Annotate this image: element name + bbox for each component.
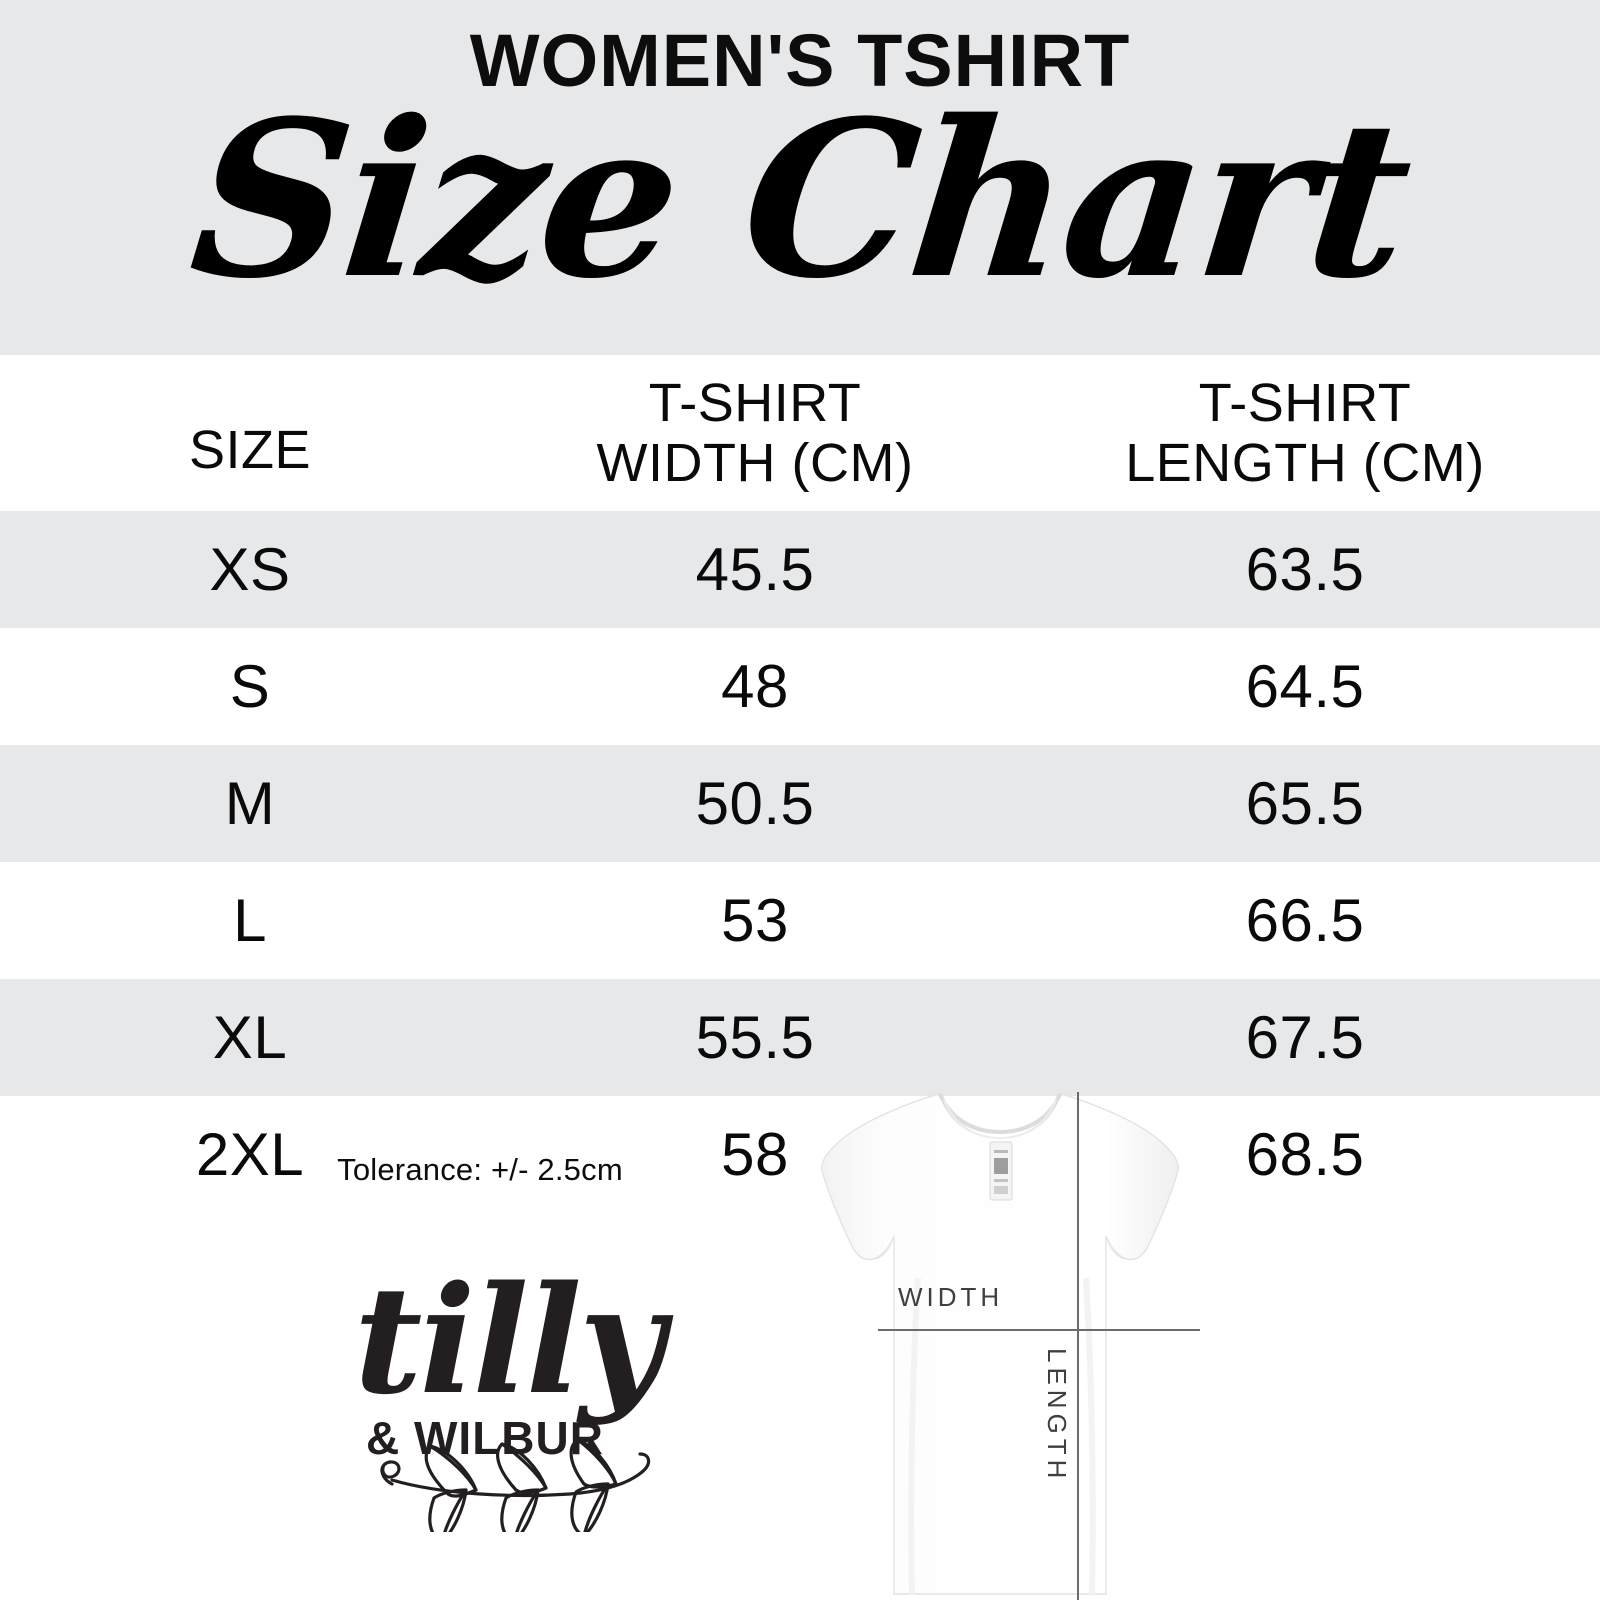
column-header-width-line2: WIDTH (CM): [596, 433, 914, 493]
cell-length: 66.5: [1245, 887, 1365, 954]
table-row: XS 45.5 63.5: [0, 511, 1600, 628]
tshirt-body-shape: [821, 1093, 1179, 1595]
leaf-branch-icon: [380, 1438, 651, 1532]
column-header-size-label: SIZE: [188, 419, 312, 480]
column-header-length-line1: T-SHIRT: [1198, 372, 1412, 433]
table-header-row: SIZE T-SHIRT WIDTH (CM) T-SHIRT LENGTH (…: [0, 355, 1600, 511]
table-row: L 53 66.5: [0, 862, 1600, 979]
cell-size: XS: [209, 536, 291, 603]
logo-script-text: tilly: [354, 1253, 677, 1427]
table-row: XL 55.5 67.5: [0, 979, 1600, 1096]
cell-width: 55.5: [695, 1004, 815, 1071]
cell-length: 67.5: [1245, 1004, 1365, 1071]
title-band: WOMEN'S TSHIRT Size Chart: [0, 0, 1600, 355]
column-header-width: T-SHIRT WIDTH (CM): [500, 373, 1010, 494]
cell-length: 68.5: [1245, 1121, 1365, 1188]
svg-text:tilly: tilly: [354, 1253, 674, 1427]
tshirt-width-label: WIDTH: [898, 1282, 1004, 1312]
brand-logo: tilly & WILBUR: [330, 1232, 690, 1532]
tolerance-note: Tolerance: +/- 2.5cm: [337, 1152, 623, 1187]
column-header-size: SIZE: [0, 386, 500, 480]
cell-width: 45.5: [695, 536, 815, 603]
size-table: SIZE T-SHIRT WIDTH (CM) T-SHIRT LENGTH (…: [0, 355, 1600, 1213]
cell-size: XL: [212, 1004, 288, 1071]
page-title: Size Chart: [181, 73, 1419, 326]
tshirt-length-label: LENGTH: [1042, 1348, 1072, 1484]
column-header-length: T-SHIRT LENGTH (CM): [1010, 373, 1600, 494]
table-row: 2XL 58 68.5: [0, 1096, 1600, 1213]
tshirt-illustration: [800, 1078, 1200, 1600]
cell-size: S: [229, 653, 271, 720]
measurement-lines: [878, 1092, 1200, 1600]
cell-size: M: [224, 770, 276, 837]
svg-text:& WILBUR: & WILBUR: [366, 1412, 604, 1464]
cell-size: L: [233, 887, 267, 954]
cell-length: 63.5: [1245, 536, 1365, 603]
table-row: M 50.5 65.5: [0, 745, 1600, 862]
tshirt-neck-label-icon: [989, 1141, 1013, 1201]
cell-length: 64.5: [1245, 653, 1365, 720]
cell-width: 48: [721, 653, 789, 720]
cell-width: 53: [721, 887, 789, 954]
column-header-width-line1: T-SHIRT: [648, 372, 862, 433]
table-row: S 48 64.5: [0, 628, 1600, 745]
cell-length: 65.5: [1245, 770, 1365, 837]
logo-sub-text: & WILBUR: [366, 1412, 604, 1464]
cell-width: 50.5: [695, 770, 815, 837]
column-header-length-line2: LENGTH (CM): [1125, 433, 1485, 493]
cell-width: 58: [721, 1121, 789, 1188]
page-subtitle: WOMEN'S TSHIRT: [469, 19, 1131, 102]
cell-size: 2XL: [195, 1121, 305, 1188]
